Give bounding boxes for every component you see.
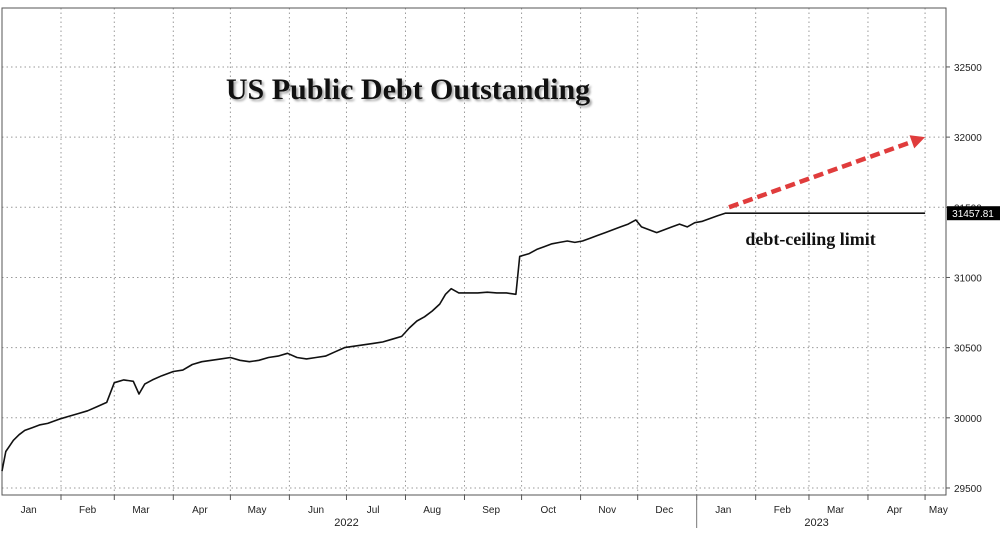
x-tick-label: Mar	[827, 505, 845, 516]
x-tick-label: Nov	[598, 505, 616, 516]
x-tick-label: Jun	[308, 505, 324, 516]
y-tick-label: 32000	[954, 133, 982, 144]
y-tick-label: 30000	[954, 414, 982, 425]
axes: 29500300003050031000315003200032500JanFe…	[1, 7, 982, 529]
y-tick-label: 29500	[954, 484, 982, 495]
x-tick-label: Feb	[79, 505, 97, 516]
x-tick-label: Sep	[482, 505, 500, 516]
annotation-label: debt-ceiling limit	[745, 229, 875, 249]
plot-frame	[1, 7, 947, 496]
x-tick-label: Feb	[774, 505, 792, 516]
projection-arrowhead	[909, 135, 926, 149]
series-layer	[1, 212, 926, 472]
y-tick-label: 31000	[954, 273, 982, 284]
y-tick-label: 30500	[954, 344, 982, 355]
last-value-box	[947, 206, 1000, 221]
x-tick-label: Dec	[655, 505, 673, 516]
year-label: 2023	[804, 517, 828, 528]
projection-arrow	[728, 139, 913, 210]
year-label: 2022	[334, 517, 358, 528]
x-tick-label: Jan	[21, 505, 37, 516]
x-tick-label: Mar	[132, 505, 150, 516]
x-tick-label: Aug	[423, 505, 441, 516]
x-tick-label: May	[248, 505, 267, 516]
annotations-layer: 31457.81 debt-ceiling limit	[728, 135, 1000, 249]
chart-title: US Public Debt Outstanding	[226, 73, 590, 106]
x-tick-label: Oct	[540, 505, 556, 516]
x-tick-label: Apr	[192, 505, 208, 516]
last-value-label: 31457.81	[952, 209, 994, 220]
y-tick-label: 32500	[954, 63, 982, 74]
x-tick-label: May	[929, 505, 948, 516]
gridlines	[2, 8, 946, 495]
x-tick-label: Jul	[367, 505, 380, 516]
x-tick-label: Jan	[715, 505, 731, 516]
debt-series-line	[1, 212, 926, 472]
x-tick-label: Apr	[887, 505, 903, 516]
